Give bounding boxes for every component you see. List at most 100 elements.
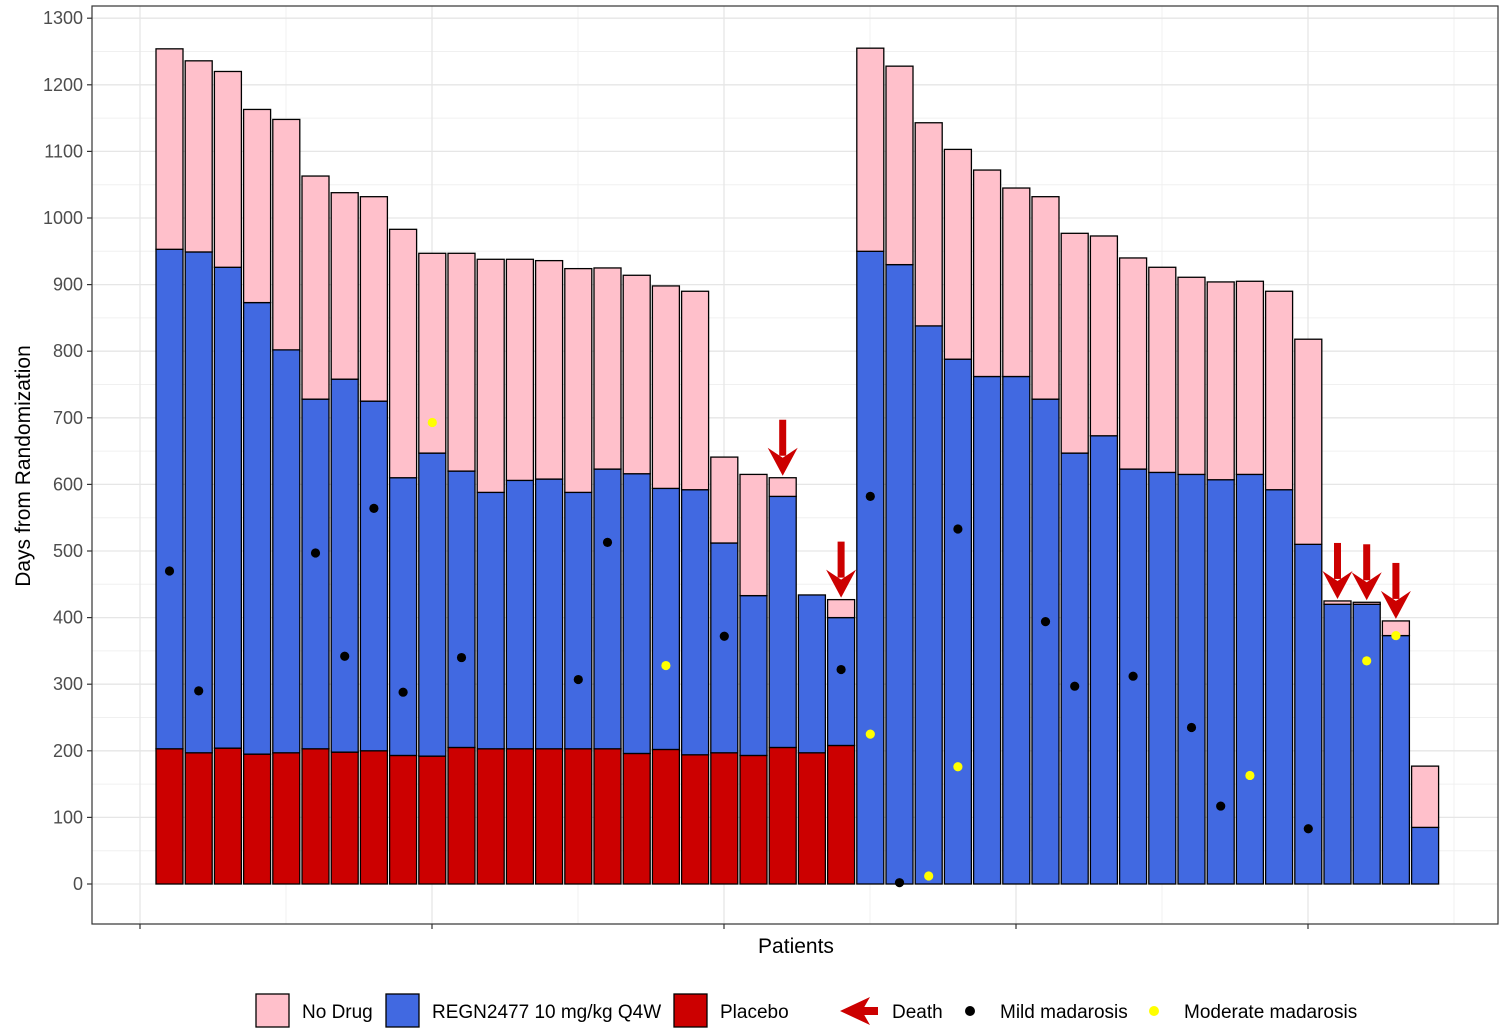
placebo-segment <box>184 752 213 885</box>
no-drug-segment <box>1177 276 1206 476</box>
y-tick-label: 0 <box>73 874 83 894</box>
no-drug-segment <box>1323 600 1352 605</box>
x-axis-title: Patients <box>758 935 834 958</box>
legend-item-death: Death <box>840 997 943 1025</box>
no-drug-segment <box>272 118 301 351</box>
y-tick-label: 200 <box>53 741 83 761</box>
legend-item-regn: REGN2477 10 mg/kg Q4W <box>385 993 661 1028</box>
placebo-segment <box>505 748 535 885</box>
no-drug-segment <box>476 258 505 494</box>
y-tick-label: 400 <box>53 608 83 628</box>
regn-segment <box>359 400 389 752</box>
legend-item-placebo: Placebo <box>673 993 789 1028</box>
patient-bar <box>797 594 827 885</box>
y-tick-label: 1100 <box>44 141 83 161</box>
death-arrow-shaft <box>1392 562 1400 599</box>
no-drug-segment <box>330 192 359 380</box>
patient-bar <box>1002 187 1031 885</box>
y-tick-label: 600 <box>53 474 83 494</box>
patient-bar <box>447 252 476 885</box>
no-drug-segment <box>388 228 418 479</box>
mild-madarosis-dot <box>1040 616 1051 627</box>
no-drug-segment <box>622 274 651 475</box>
patient-bar <box>1323 600 1352 885</box>
patient-bar <box>388 228 418 885</box>
regn-segment <box>564 491 593 750</box>
no-drug-segment <box>768 477 797 498</box>
placebo-segment <box>272 752 301 885</box>
y-tick-label: 800 <box>53 341 83 361</box>
mild-madarosis-dot <box>369 503 379 513</box>
regn-segment <box>505 479 535 750</box>
patient-bar <box>1089 235 1119 885</box>
placebo-segment <box>301 748 330 885</box>
regn-segment <box>768 495 797 749</box>
no-drug-segment <box>1410 765 1440 829</box>
moderate-madarosis-dot <box>661 660 671 671</box>
no-drug-segment <box>155 48 184 250</box>
no-drug-segment <box>1060 232 1089 454</box>
placebo-segment <box>242 753 272 885</box>
y-tick-label: 500 <box>53 541 83 561</box>
no-drug-segment <box>1235 280 1265 476</box>
regn-segment <box>885 263 914 885</box>
y-tick-label: 1300 <box>43 8 83 28</box>
mild-madarosis-dot <box>836 664 846 675</box>
regn-segment <box>1031 398 1060 885</box>
regn-segment <box>534 478 564 750</box>
patient-bar <box>593 267 622 885</box>
patient-bar <box>1177 276 1206 885</box>
mild-madarosis-dot <box>398 687 408 697</box>
no-drug-segment <box>1148 266 1177 474</box>
patient-bar <box>1381 620 1411 885</box>
regn-segment <box>1206 479 1235 885</box>
moderate-madarosis-dot <box>1362 656 1372 666</box>
moderate-madarosis-dot <box>953 762 963 772</box>
moderate-madarosis-dot <box>924 871 934 881</box>
regn-segment <box>680 489 710 756</box>
placebo-segment <box>710 752 739 885</box>
patient-bar <box>826 598 856 885</box>
regn-segment <box>388 477 418 757</box>
patient-bar <box>1031 196 1060 885</box>
no-drug-segment <box>213 70 243 268</box>
patient-bar <box>155 48 184 885</box>
patient-bar <box>943 148 973 885</box>
regn-segment <box>1381 634 1411 885</box>
patient-bar <box>768 477 797 885</box>
no-drug-segment <box>885 65 914 266</box>
regn-segment <box>1002 375 1031 885</box>
patient-bar <box>301 175 330 885</box>
patient-bar <box>272 118 301 885</box>
patient-bar <box>1410 765 1440 885</box>
patient-bar <box>1264 290 1294 885</box>
death-arrow <box>767 419 798 476</box>
placebo-segment <box>447 746 476 885</box>
death-arrow-head <box>1351 572 1382 601</box>
mild-madarosis-dot <box>310 548 321 558</box>
legend-label: Death <box>892 1002 943 1023</box>
no-drug-segment <box>710 456 739 544</box>
no-drug-segment <box>1206 281 1235 481</box>
y-tick-label: 300 <box>53 674 83 694</box>
patient-bar <box>1060 232 1089 885</box>
patient-bar <box>856 47 885 885</box>
death-arrow <box>1380 562 1411 619</box>
patient-bar <box>710 456 739 885</box>
regn-segment <box>943 358 973 885</box>
legend-label: Placebo <box>720 1002 789 1023</box>
regn-segment <box>1089 435 1119 885</box>
patient-bar <box>1294 338 1323 885</box>
no-drug-segment <box>564 267 593 494</box>
y-axis-title: Days from Randomization <box>12 345 35 587</box>
no-drug-segment <box>593 267 622 470</box>
mild-madarosis-dot <box>602 537 613 547</box>
placebo-segment <box>593 748 622 885</box>
regn-segment <box>242 301 272 755</box>
no-drug-segment <box>739 473 768 597</box>
patient-bar <box>505 258 535 885</box>
legend-arrow-shaft <box>860 1007 878 1015</box>
regn-segment <box>1235 473 1265 885</box>
mild-madarosis-dot <box>194 686 204 696</box>
